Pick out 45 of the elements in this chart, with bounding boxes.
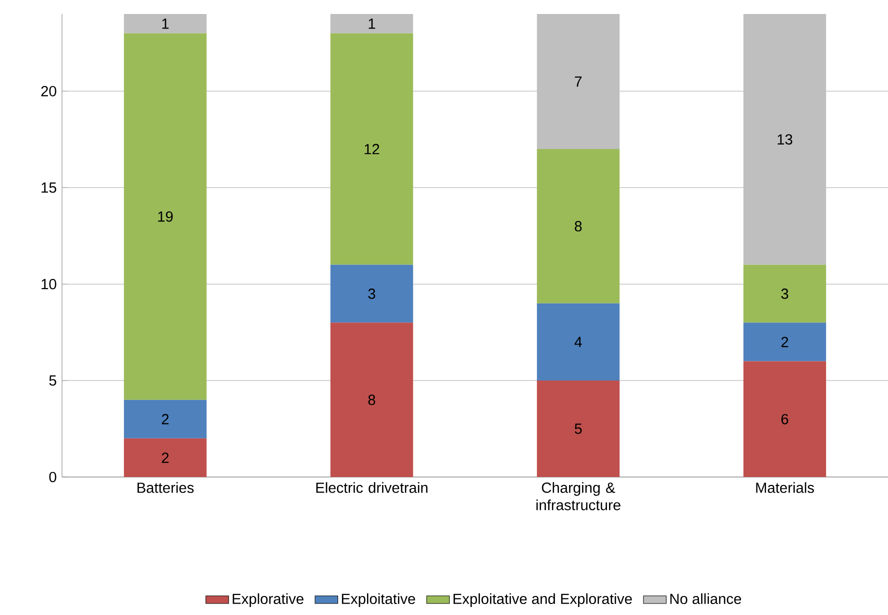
data-label: 6 — [781, 414, 788, 424]
data-label: 2 — [162, 414, 169, 424]
bar — [330, 14, 414, 34]
bar — [536, 303, 620, 381]
legend-label: No alliance — [670, 593, 742, 604]
data-label: 8 — [574, 221, 582, 232]
bar — [330, 322, 414, 478]
bar — [124, 400, 207, 438]
data-label: 1 — [368, 18, 376, 29]
data-label: 4 — [574, 336, 582, 347]
bar — [743, 264, 826, 323]
data-label: 7 — [574, 76, 582, 87]
bar — [536, 14, 620, 150]
data-label: 8 — [368, 394, 376, 406]
x-tick-label: Batteries — [138, 482, 194, 493]
bar — [743, 361, 826, 478]
y-tick-label: 15 — [42, 182, 56, 193]
y-tick-label: 10 — [42, 278, 56, 290]
x-tick-label: Materials — [756, 482, 814, 493]
bar — [124, 14, 207, 34]
data-label: 13 — [778, 134, 792, 145]
y-tick-label: 5 — [49, 375, 56, 386]
y-tick-label: 20 — [41, 86, 56, 96]
x-tick-label: Charging & infrastructure — [536, 482, 620, 510]
bar — [743, 322, 826, 362]
data-label: 1 — [162, 18, 169, 29]
bar — [124, 33, 207, 400]
data-label: 2 — [781, 336, 788, 348]
bar — [330, 33, 414, 265]
data-label: 5 — [574, 424, 582, 434]
bar — [536, 380, 620, 478]
bar — [124, 438, 207, 478]
bar — [536, 149, 620, 304]
legend-label: Exploitative — [342, 593, 416, 607]
data-label: 2 — [162, 452, 169, 463]
legend-label: Exploitative and Explorative — [454, 593, 632, 607]
data-label: 3 — [781, 288, 788, 299]
data-label: 12 — [364, 144, 380, 154]
legend-label: Explorative — [232, 593, 304, 607]
x-tick-label: Electric drivetrain — [316, 482, 428, 493]
bar — [330, 264, 414, 323]
data-label: 19 — [158, 211, 173, 222]
y-tick-label: 0 — [49, 472, 56, 482]
data-label: 3 — [368, 288, 376, 299]
bar — [743, 14, 826, 265]
